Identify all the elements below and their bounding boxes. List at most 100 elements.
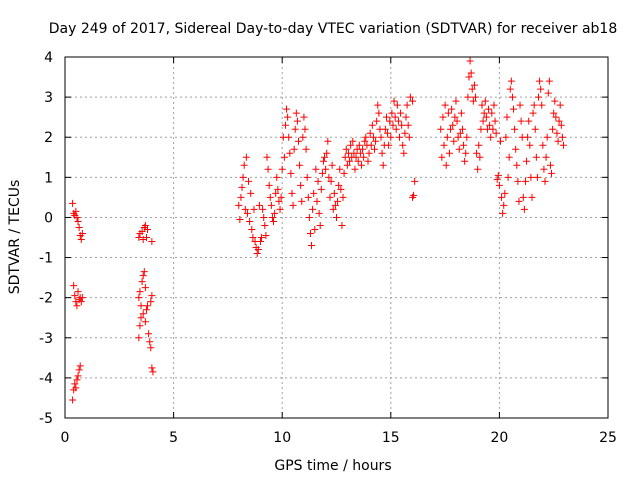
data-point bbox=[291, 125, 299, 133]
data-point bbox=[488, 109, 496, 117]
data-point bbox=[505, 153, 513, 161]
data-point bbox=[473, 149, 481, 157]
data-point bbox=[402, 113, 410, 121]
data-point bbox=[141, 318, 149, 326]
data-point bbox=[319, 157, 327, 165]
data-point bbox=[296, 161, 304, 169]
data-point bbox=[339, 193, 347, 201]
y-tick-label: -5 bbox=[39, 411, 53, 427]
data-point bbox=[520, 205, 528, 213]
data-point bbox=[438, 153, 446, 161]
data-point bbox=[137, 302, 145, 310]
data-point bbox=[149, 368, 157, 376]
data-point bbox=[519, 193, 527, 201]
data-point bbox=[281, 121, 289, 129]
data-point bbox=[316, 221, 324, 229]
data-point bbox=[144, 302, 152, 310]
data-point bbox=[510, 105, 518, 113]
data-point bbox=[371, 145, 379, 153]
data-point bbox=[472, 93, 480, 101]
data-point bbox=[534, 93, 542, 101]
data-point bbox=[533, 173, 541, 181]
data-point bbox=[388, 109, 396, 117]
data-point bbox=[462, 149, 470, 157]
data-point bbox=[71, 292, 79, 300]
data-point bbox=[249, 234, 257, 241]
y-tick-label: 1 bbox=[44, 170, 53, 186]
data-point bbox=[393, 101, 401, 109]
data-point bbox=[546, 161, 554, 169]
data-point bbox=[285, 133, 293, 141]
data-point bbox=[503, 113, 511, 121]
data-point bbox=[448, 105, 456, 113]
data-point bbox=[556, 101, 564, 109]
data-point bbox=[381, 125, 389, 133]
data-point bbox=[271, 209, 279, 217]
data-point bbox=[311, 225, 319, 233]
y-tick-label: 0 bbox=[44, 210, 53, 226]
data-point bbox=[527, 173, 535, 181]
data-point bbox=[514, 177, 522, 185]
data-point bbox=[75, 223, 83, 231]
data-point bbox=[346, 157, 354, 165]
data-point bbox=[275, 197, 283, 205]
data-point bbox=[73, 213, 81, 221]
data-point bbox=[274, 185, 282, 193]
data-point bbox=[366, 129, 374, 137]
data-point bbox=[265, 181, 273, 189]
data-point bbox=[470, 81, 478, 89]
data-point bbox=[310, 189, 318, 197]
data-point bbox=[375, 109, 383, 117]
data-point bbox=[495, 181, 503, 189]
chart-title: Day 249 of 2017, Sidereal Day-to-day VTE… bbox=[49, 21, 618, 37]
data-point bbox=[478, 101, 486, 109]
data-point bbox=[331, 201, 339, 209]
data-point bbox=[437, 125, 445, 133]
data-point bbox=[329, 205, 337, 213]
data-point bbox=[278, 165, 286, 173]
data-point bbox=[554, 137, 562, 145]
data-point bbox=[141, 284, 149, 292]
data-point bbox=[273, 173, 281, 181]
data-point bbox=[70, 282, 78, 290]
data-point bbox=[542, 153, 550, 161]
data-point bbox=[494, 171, 502, 179]
data-point bbox=[482, 113, 490, 121]
data-point bbox=[507, 77, 515, 85]
data-point bbox=[513, 161, 521, 169]
data-point bbox=[382, 113, 390, 121]
y-tick-label: 4 bbox=[44, 50, 53, 66]
data-point bbox=[347, 141, 355, 149]
data-point bbox=[526, 141, 534, 149]
data-point bbox=[355, 141, 363, 149]
data-point bbox=[317, 185, 325, 193]
data-point bbox=[387, 133, 395, 141]
data-point bbox=[284, 113, 292, 121]
data-point bbox=[440, 141, 448, 149]
data-point bbox=[469, 97, 477, 105]
data-point bbox=[260, 213, 268, 221]
data-point bbox=[443, 133, 451, 141]
data-point bbox=[551, 97, 559, 105]
data-point bbox=[280, 153, 288, 161]
data-point bbox=[287, 169, 295, 177]
data-point bbox=[72, 207, 80, 215]
data-point bbox=[139, 272, 147, 280]
data-point bbox=[401, 129, 409, 137]
data-point bbox=[502, 133, 510, 141]
data-point bbox=[321, 153, 329, 161]
data-point bbox=[364, 157, 372, 165]
data-point bbox=[135, 334, 143, 342]
data-point bbox=[328, 161, 336, 169]
data-point bbox=[258, 234, 266, 241]
data-point bbox=[550, 109, 558, 117]
x-tick-label: 10 bbox=[273, 430, 291, 446]
data-point bbox=[76, 362, 84, 370]
data-point bbox=[142, 306, 150, 314]
data-point bbox=[498, 193, 506, 201]
data-point bbox=[72, 384, 80, 392]
data-point bbox=[135, 234, 143, 241]
data-point bbox=[395, 133, 403, 141]
data-point bbox=[73, 302, 81, 310]
data-point bbox=[512, 145, 520, 153]
